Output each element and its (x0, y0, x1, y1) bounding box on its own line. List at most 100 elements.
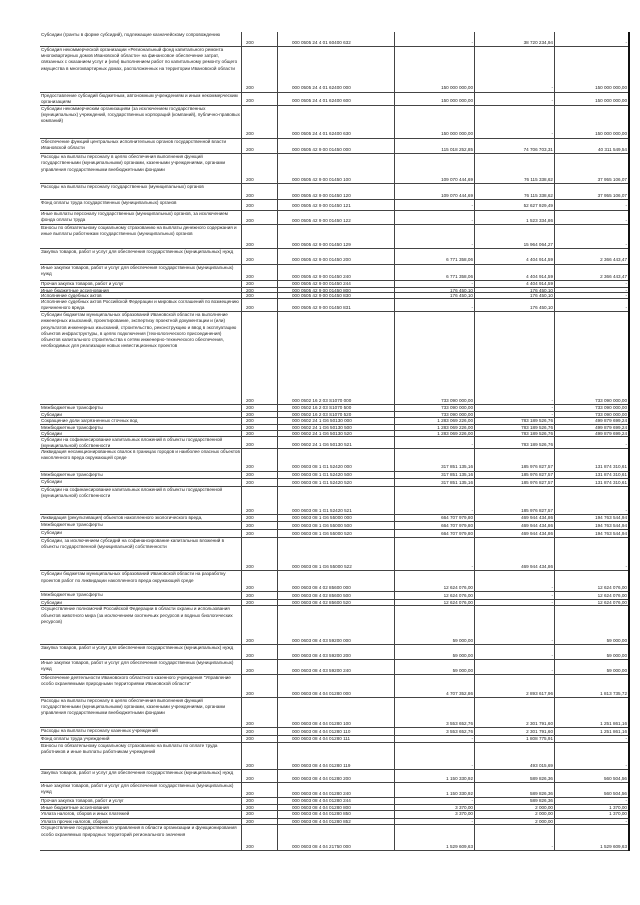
classification-code: 000 0603 08 1 G6 55000 000 (292, 515, 352, 521)
remainder-amount: 499 879 699,24 (595, 417, 627, 423)
row-name: Обеспечение функций центральных исполнит… (41, 138, 227, 150)
row-name-cell: Исполнение судебных актов (40, 292, 242, 299)
row-name-cell: Субсидии на софинансирование капитальных… (40, 486, 242, 515)
classification-code-cell: 000 0505 42 9 00 01450 244 (277, 280, 395, 288)
table-row: Субсидии (гранты в форме субсидий), подл… (40, 32, 630, 47)
row-name-cell: Ликвидация (рекультивация) объектов нако… (40, 514, 242, 523)
classification-code-cell: 000 0505 24 4 01 62400 630 (277, 105, 395, 139)
row-name-cell: Субсидии (40, 411, 242, 418)
table-row: Закупка товаров, работ и услуг для обесп… (40, 644, 630, 660)
approved-amount: 664 707 979,80 (441, 530, 473, 536)
line-code-cell: 200 (241, 199, 278, 211)
row-name-cell: Субсидии (40, 478, 242, 488)
executed-amount: - (551, 585, 553, 591)
line-code-cell: 200 (241, 818, 278, 826)
classification-code: 000 0603 08 4 02 85600 000 (292, 585, 351, 591)
remainder-amount-cell: - (554, 292, 630, 299)
remainder-amount-cell: - (554, 797, 630, 805)
row-name: Субсидия некоммерческой организации «Рег… (41, 47, 238, 71)
executed-amount: 2 000,00 (535, 804, 553, 810)
approved-amount-cell: 3 370,00 (394, 810, 475, 819)
executed-amount-cell: 4 404 914,59 (474, 248, 555, 265)
line-code: 200 (246, 241, 254, 247)
table-row: Иные закупки товаров, работ и услуг для … (40, 264, 630, 282)
classification-code-cell: 000 0602 24 1 G6 50130 000 (277, 417, 395, 425)
line-code-cell: 200 (241, 804, 278, 812)
line-code-cell: 200 (241, 264, 278, 282)
line-code: 200 (246, 411, 254, 417)
remainder-amount: 131 874 310,61 (595, 464, 627, 470)
classification-code: 000 0505 42 9 00 01450 830 (292, 293, 351, 298)
line-code: 200 (246, 515, 254, 521)
remainder-amount-cell: - (554, 224, 630, 249)
table-row: Ликвидация несанкционированных свалок в … (40, 448, 630, 472)
classification-code-cell: 000 0603 08 1 G1 52420 000 (277, 448, 395, 472)
row-name-cell: Уплата прочих налогов, сборов (40, 818, 242, 826)
remainder-amount-cell: 131 874 310,61 (554, 448, 630, 472)
approved-amount-cell: 3 553 652,76 (394, 697, 475, 729)
table-row: Субсидии 200 000 0502 16 2 03 S1070 520 733… (40, 411, 630, 418)
table-row: Субсидии бюджетам муниципальных образова… (40, 570, 630, 593)
classification-code: 000 0505 42 9 00 01450 121 (292, 203, 351, 209)
table-row: Иные бюджетные ассигнования 200 000 0603 0… (40, 804, 630, 812)
row-name-cell: Иные бюджетные ассигнования (40, 287, 242, 293)
remainder-amount: 1 251 861,16 (600, 720, 627, 726)
row-name-cell: Закупка товаров, работ и услуг для обесп… (40, 248, 242, 265)
row-name-cell: Субсидии (гранты в форме субсидий), подл… (40, 32, 242, 47)
row-name-cell: Субсидии бюджетам муниципальных образова… (40, 570, 242, 593)
approved-amount: 109 070 444,69 (441, 176, 473, 182)
classification-code: 000 0603 08 4 04 01280 850 (292, 811, 351, 817)
approved-amount: 6 771 358,06 (446, 273, 473, 279)
classification-code-cell: 000 0603 08 4 04 01280 200 (277, 769, 395, 784)
table-row: Исполнение судебных актов Российской Фед… (40, 298, 630, 313)
table-row: Исполнение судебных актов 200 000 0505 42 … (40, 292, 630, 299)
classification-code: 000 0505 42 9 00 01450 800 (292, 287, 351, 293)
row-name: Фонд оплаты труда учреждений (41, 735, 110, 741)
approved-amount: 733 090 000,00 (441, 411, 473, 417)
remainder-amount: 59 000,00 (606, 637, 627, 643)
classification-code: 000 0505 42 9 00 01450 240 (292, 273, 351, 279)
classification-code-cell: 000 0603 08 1 G1 52420 500 (277, 471, 395, 480)
approved-amount: 3 370,00 (455, 804, 473, 810)
remainder-amount: - (625, 507, 627, 513)
executed-amount: 38 720 234,94 (523, 39, 553, 45)
remainder-amount: 1 813 735,72 (600, 690, 627, 696)
classification-code: 000 0602 24 1 G6 50130 521 (292, 441, 352, 447)
row-name-cell: Иные выплаты персоналу государственных (… (40, 210, 242, 225)
row-name-cell: Иные бюджетные ассигнования (40, 804, 242, 812)
row-name: Прочая закупка товаров, работ и услуг (41, 281, 124, 287)
classification-code-cell: 000 0505 24 4 01 60400 632 (277, 32, 395, 47)
approved-amount-cell: 1 150 330,92 (394, 782, 475, 798)
line-code: 200 (246, 417, 254, 423)
line-code: 200 (246, 471, 254, 477)
classification-code-cell: 000 0505 42 9 00 01450 200 (277, 248, 395, 265)
executed-amount-cell: 185 976 827,57 (474, 471, 555, 480)
executed-amount-cell: 52 627 929,49 (474, 199, 555, 211)
table-row: Субсидии 200 000 0603 08 1 G1 52420 520 317… (40, 478, 630, 488)
remainder-amount: - (625, 818, 627, 824)
classification-code-cell: 000 0603 08 4 03 59200 200 (277, 644, 395, 660)
table-row: Межбюджетные трансферты 200 000 0603 08 1 … (40, 471, 630, 480)
table-row: Предоставление субсидий бюджетным, автон… (40, 92, 630, 106)
approved-amount-cell: 1 283 069 226,00 (394, 417, 475, 425)
row-name-cell: Межбюджетные трансферты (40, 424, 242, 431)
approved-amount-cell: - (394, 537, 475, 572)
line-code-cell: 200 (241, 824, 278, 852)
row-name: Осуществление государственного управлени… (41, 825, 237, 837)
line-code-cell: 200 (241, 697, 278, 729)
classification-code: 000 0505 42 9 00 01450 200 (292, 257, 351, 263)
remainder-amount-cell: 150 000 000,00 (554, 92, 630, 106)
remainder-amount-cell: 150 000 000,00 (554, 46, 630, 93)
row-name: Исполнение судебных актов Российской Фед… (41, 298, 239, 311)
executed-amount: 783 189 526,76 (521, 430, 553, 436)
line-code-cell: 200 (241, 311, 278, 405)
executed-amount-cell: - (474, 591, 555, 600)
table-row: Субсидии на софинансирование капитальных… (40, 436, 630, 449)
classification-code: 000 0602 24 1 G6 50130 000 (292, 417, 352, 423)
approved-amount-cell: - (394, 280, 475, 288)
table-row: Субсидии некоммерческим организациям (за… (40, 105, 630, 139)
approved-amount-cell: 59 000,00 (394, 644, 475, 660)
row-name: Уплата прочих налогов, сборов (41, 818, 108, 824)
executed-amount: 15 964 064,27 (523, 241, 553, 247)
executed-amount-cell: 185 976 827,57 (474, 478, 555, 488)
